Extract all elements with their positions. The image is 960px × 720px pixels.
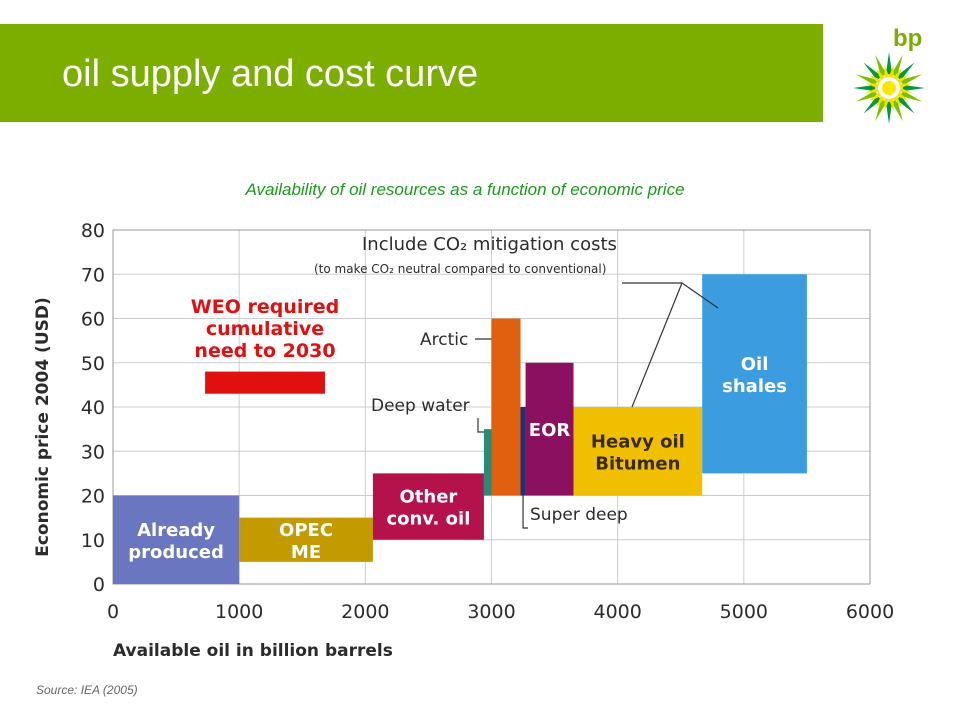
x-tick-label: 1000: [215, 601, 263, 623]
helios-ray: [875, 54, 887, 77]
bar-label: Other: [400, 487, 458, 508]
bar-label: produced: [128, 542, 224, 563]
y-tick-label: 30: [81, 441, 105, 463]
helios-ray: [902, 84, 925, 92]
helios-ray: [863, 95, 882, 114]
helios-ray: [896, 95, 915, 114]
bp-helios-logo: [853, 52, 925, 124]
bar-6: [525, 362, 574, 496]
bar-label: ME: [291, 542, 321, 563]
y-tick-label: 70: [81, 264, 105, 286]
helios-inner-ray: [897, 87, 913, 93]
helios-ray: [891, 54, 903, 77]
helios-ray: [885, 101, 893, 124]
bar-label: conv. oil: [386, 509, 470, 530]
bar-8: [702, 274, 807, 474]
bar-label: EOR: [529, 420, 571, 441]
title-bar: [0, 24, 823, 122]
bar-2: [372, 473, 484, 540]
helios-inner-ray: [865, 83, 881, 89]
plot-frame: [112, 229, 871, 585]
helios-ray: [853, 84, 876, 92]
bar-1: [239, 517, 373, 562]
super-deep-label: Super deep: [530, 505, 628, 525]
bar-label: OPEC: [279, 520, 333, 541]
bar-label: Already: [137, 520, 215, 541]
helios-inner-ray: [888, 64, 894, 80]
helios-inner-ray: [875, 68, 886, 82]
bar-4: [491, 318, 521, 496]
y-tick-label: 20: [81, 486, 105, 508]
helios-inner-ray: [869, 74, 883, 85]
helios-ray: [863, 62, 882, 81]
x-tick-label: 3000: [467, 601, 515, 623]
slide-title: oil supply and cost curve: [62, 53, 479, 95]
helios-ray: [855, 90, 878, 102]
leader-super-deep: [522, 495, 528, 529]
bar-label: Heavy oil: [591, 431, 685, 452]
weo-marker-bar: [205, 371, 325, 394]
leader-heavy-oil: [631, 282, 683, 408]
helios-inner-ray: [884, 96, 890, 112]
helios-ray: [900, 90, 923, 102]
weo-label: WEO required: [191, 296, 339, 318]
helios-inner-ray: [897, 83, 913, 89]
x-tick-label: 2000: [341, 601, 389, 623]
bar-label: Bitumen: [595, 453, 680, 474]
co2-annotation: Include CO₂ mitigation costs: [362, 234, 617, 255]
y-tick-label: 80: [81, 220, 105, 242]
helios-ray: [855, 74, 878, 86]
helios-ray: [891, 99, 903, 122]
bar-5: [520, 407, 526, 496]
weo-label: cumulative: [206, 318, 324, 340]
x-tick-label: 5000: [720, 601, 768, 623]
helios-inner-ray: [869, 91, 883, 102]
bar-label: Oil: [741, 354, 769, 375]
bp-wordmark: bp: [893, 25, 923, 52]
helios-ray: [885, 52, 893, 75]
y-tick-label: 60: [81, 309, 105, 331]
helios-ray: [896, 62, 915, 81]
y-tick-label: 0: [93, 574, 105, 596]
bar-label: shales: [722, 376, 787, 397]
helios-inner-ray: [895, 91, 909, 102]
helios-core: [882, 81, 896, 95]
leader-deep-water: [477, 418, 484, 433]
x-tick-label: 4000: [593, 601, 641, 623]
arctic-label: Arctic: [420, 330, 468, 350]
source-note: Source: IEA (2005): [36, 683, 138, 697]
helios-inner-ray: [875, 94, 886, 108]
y-tick-label: 50: [81, 353, 105, 375]
bar-3: [483, 429, 492, 496]
x-tick-label: 0: [107, 601, 119, 623]
co2-annotation-detail: (to make CO₂ neutral compared to convent…: [314, 262, 606, 276]
helios-inner-ray: [895, 74, 909, 85]
helios-inner-ray: [892, 94, 903, 108]
chart-title: Availability of oil resources as a funct…: [245, 180, 685, 199]
weo-label: need to 2030: [194, 340, 335, 362]
helios-inner-ray: [865, 87, 881, 93]
helios-inner-ray: [892, 68, 903, 82]
helios-inner-ray: [884, 64, 890, 80]
bar-7: [573, 407, 703, 496]
bar-0: [113, 495, 240, 584]
helios-inner-ray: [888, 96, 894, 112]
y-tick-label: 10: [81, 530, 105, 552]
helios-ray: [900, 74, 923, 86]
supply-cost-chart: 0 10 20 30 40 50 60 70 80 0 1000 2000 3000 4000 5000 60…: [33, 220, 894, 661]
deep-water-label: Deep water: [371, 396, 470, 416]
x-axis-label: Available oil in billion barrels: [113, 641, 393, 661]
x-tick-label: 6000: [846, 601, 894, 623]
y-axis-label: Economic price 2004 (USD): [33, 297, 53, 557]
helios-ray: [875, 99, 887, 122]
y-tick-label: 40: [81, 397, 105, 419]
